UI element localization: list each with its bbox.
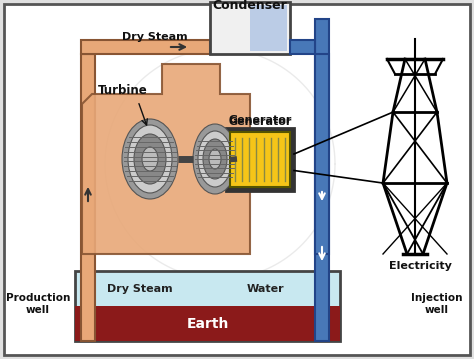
- Ellipse shape: [203, 139, 227, 179]
- Bar: [75, 306, 340, 341]
- Text: Dry Steam: Dry Steam: [107, 284, 173, 294]
- Text: Generator: Generator: [228, 115, 292, 125]
- Ellipse shape: [122, 119, 178, 199]
- Text: Earth: Earth: [186, 317, 228, 331]
- Bar: [75, 271, 340, 341]
- Bar: [226, 128, 294, 191]
- Text: Production
well: Production well: [6, 293, 70, 315]
- Ellipse shape: [193, 124, 237, 194]
- Bar: [315, 54, 329, 254]
- Text: Generator: Generator: [228, 117, 292, 127]
- Bar: [81, 54, 95, 341]
- Text: Dry Steam: Dry Steam: [122, 32, 188, 42]
- Ellipse shape: [198, 131, 232, 187]
- Bar: [230, 132, 290, 187]
- Text: Electricity: Electricity: [389, 261, 451, 271]
- Bar: [250, 5, 287, 51]
- Bar: [210, 2, 290, 54]
- Polygon shape: [82, 64, 250, 254]
- FancyBboxPatch shape: [4, 4, 470, 355]
- Ellipse shape: [134, 134, 166, 184]
- Ellipse shape: [209, 149, 221, 169]
- Text: Water: Water: [246, 284, 284, 294]
- Bar: [315, 19, 329, 341]
- Bar: [290, 40, 315, 54]
- Text: Turbine: Turbine: [98, 84, 148, 98]
- Bar: [81, 40, 210, 54]
- Ellipse shape: [142, 147, 158, 171]
- Text: Injection
well: Injection well: [411, 293, 463, 315]
- Text: Condenser: Condenser: [213, 0, 287, 12]
- Ellipse shape: [128, 125, 172, 193]
